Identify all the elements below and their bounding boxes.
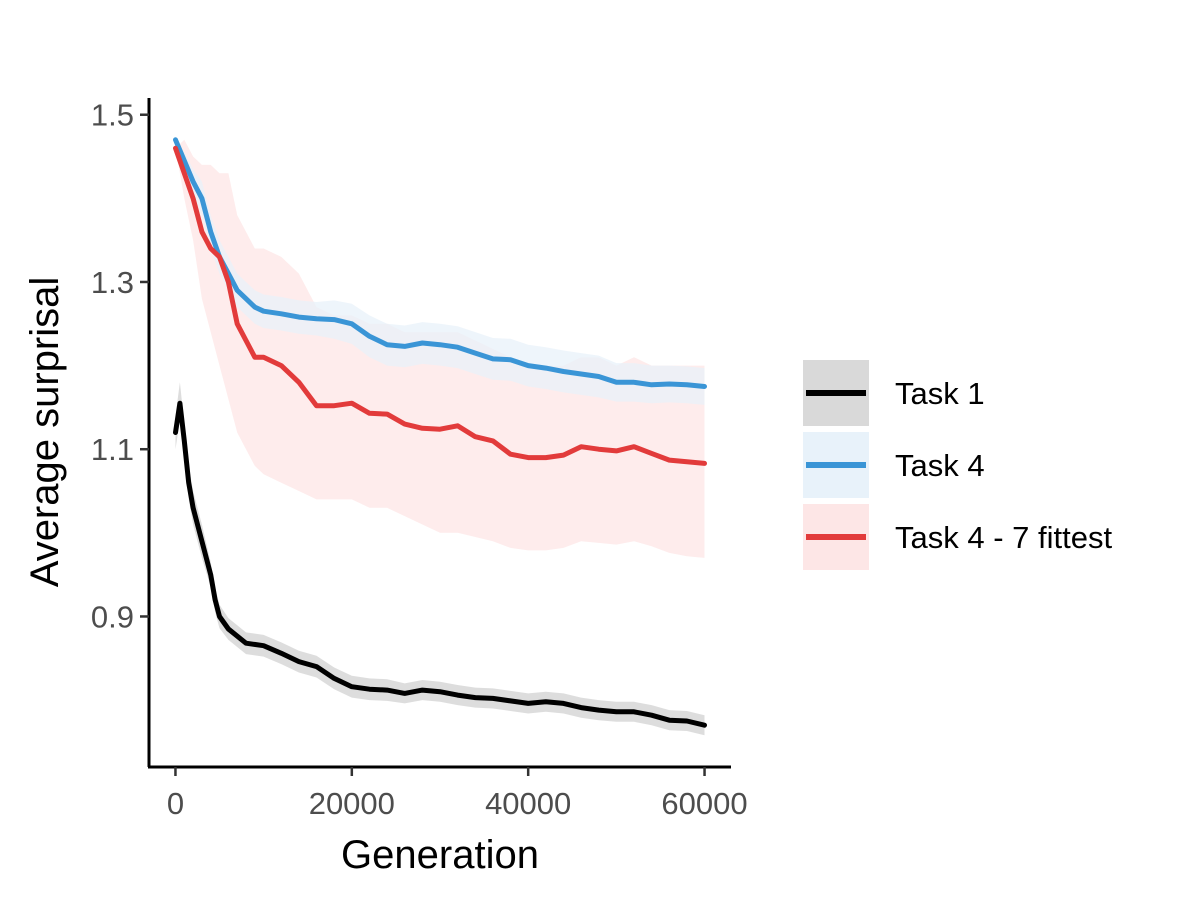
legend-label: Task 1 [895, 376, 985, 411]
x-tick-label: 20000 [309, 786, 395, 821]
band-task-4 [175, 139, 705, 405]
line-task-1 [173, 400, 707, 728]
line-task-4-7-fittest [173, 145, 707, 466]
legend-item-task-1: Task 1 [803, 360, 985, 426]
x-tick-label: 40000 [485, 786, 571, 821]
axes [147, 98, 731, 769]
x-tick-label: 60000 [661, 786, 747, 821]
x-axis-ticks: 0 20000 40000 60000 [167, 767, 748, 821]
y-axis-title: Average surprisal [23, 277, 67, 588]
legend-item-task-4: Task 4 [803, 432, 985, 498]
x-axis-title: Generation [341, 833, 539, 877]
legend: Task 1 Task 4 Task 4 - 7 fittest [803, 360, 1112, 570]
y-tick-label: 1.3 [91, 265, 134, 300]
x-tick-label: 0 [167, 786, 184, 821]
legend-label: Task 4 [895, 448, 985, 483]
y-tick-label: 0.9 [91, 599, 134, 634]
y-axis-ticks: 0.9 1.1 1.3 1.5 [91, 98, 149, 634]
legend-item-task-4-7-fittest: Task 4 - 7 fittest [803, 504, 1112, 570]
series-lines [173, 137, 707, 728]
y-tick-label: 1.1 [91, 432, 134, 467]
y-tick-label: 1.5 [91, 98, 134, 133]
legend-label: Task 4 - 7 fittest [895, 520, 1112, 555]
